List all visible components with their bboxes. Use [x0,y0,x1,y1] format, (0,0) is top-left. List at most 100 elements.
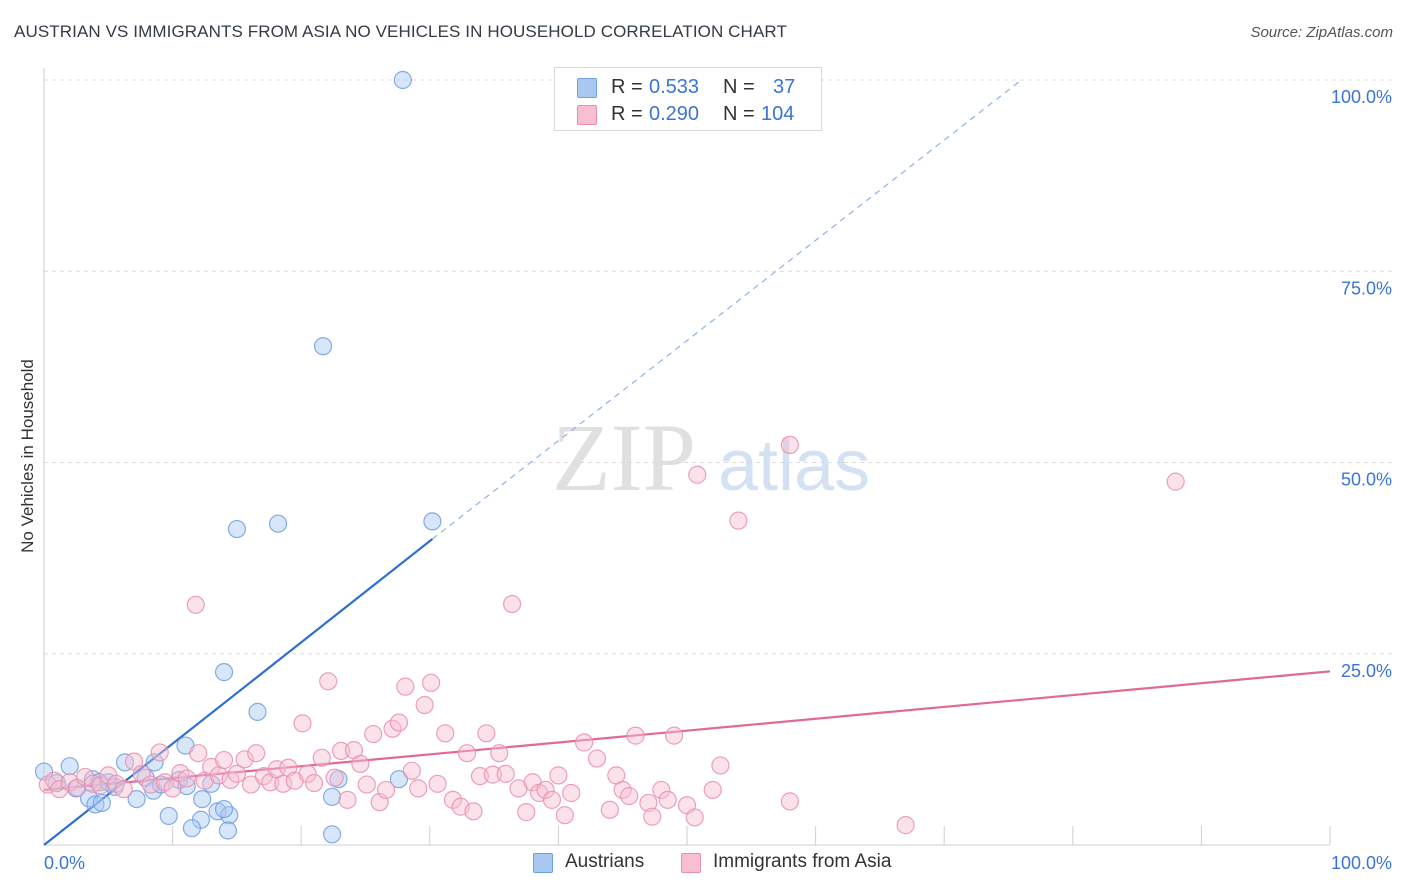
point-asia [457,744,477,763]
y-tick-label: 75.0% [1341,278,1392,298]
point-austrians [423,512,442,531]
point-asia [490,744,509,763]
point-austrians [322,825,342,844]
bottom-legend-label: Austrians [565,851,645,872]
point-asia [227,764,246,783]
point-asia [652,780,671,800]
point-asia [189,744,208,763]
point-asia [620,786,639,806]
point-asia [293,714,312,733]
legend-swatch-asia [577,105,597,125]
point-asia [711,756,730,775]
point-asia [780,792,799,811]
point-asia [517,803,536,822]
point-asia [114,780,133,799]
data-points [34,70,1185,844]
point-asia [50,780,69,799]
point-asia [428,774,447,793]
point-asia [312,748,331,767]
point-asia [247,744,266,763]
point-asia [542,790,562,809]
point-austrians [393,70,412,90]
point-asia [496,764,515,783]
point-asia [555,806,574,825]
point-asia [274,774,293,793]
point-asia [1166,472,1185,491]
point-asia [703,780,722,800]
point-asia [141,775,160,794]
point-asia [685,808,704,827]
point-asia [91,776,110,795]
y-tick-label: 25.0% [1341,661,1392,681]
legend-r-label: R = [611,76,643,98]
point-asia [896,816,915,835]
trend-line-austrians-extension [432,79,1022,540]
point-austrians [214,799,234,819]
x-tick-label: 100.0% [1331,853,1392,873]
point-asia [477,724,496,743]
point-austrians [227,519,246,539]
point-asia [241,775,261,794]
point-asia [688,465,707,484]
legend: R = 0.533 N = 37 R = 0.290 N = 104 [554,67,822,131]
point-asia [298,764,317,783]
watermark-zip: ZIP [552,404,696,511]
point-asia [639,793,658,813]
source-label: Source: ZipAtlas.com [1250,24,1393,41]
point-asia [177,769,196,788]
point-asia [409,779,428,798]
point-austrians [248,702,267,721]
legend-r-label: R = [611,103,643,125]
point-asia [235,750,254,769]
point-asia [304,773,324,793]
point-asia [643,807,662,826]
point-asia [415,695,434,715]
point-asia [338,790,357,809]
point-austrians [145,753,164,772]
point-asia [76,767,95,787]
point-asia [665,726,684,745]
point-austrians [86,795,105,814]
point-asia [443,790,463,809]
point-asia [83,774,102,793]
y-tick-label: 50.0% [1341,470,1392,490]
point-asia [483,765,502,784]
point-asia [214,750,234,770]
point-asia [396,677,415,696]
axes [43,68,1331,846]
point-asia [436,724,455,743]
point-asia [389,713,409,732]
point-austrians [182,819,201,838]
point-asia [319,672,338,691]
point-asia [421,673,441,692]
legend-n-value: 104 [761,103,795,125]
point-austrians [60,757,79,776]
point-asia [376,780,396,800]
point-austrians [389,770,409,789]
point-asia [587,749,607,768]
point-asia [658,790,677,809]
legend-n-value: 37 [773,76,796,98]
bottom-legend-swatch-asia [681,853,701,873]
bottom-legend-label: Immigrants from Asia [713,851,892,872]
legend-swatch-austrians [577,78,597,98]
bottom-legend: Austrians Immigrants from Asia [0,851,1406,877]
point-asia [780,435,799,455]
point-asia [402,761,421,780]
legend-r-value: 0.290 [649,103,700,125]
point-asia [503,594,522,614]
point-austrians [313,337,333,356]
legend-n-label: N = [723,103,755,125]
point-austrians [214,663,234,682]
grid [44,79,1392,655]
point-asia [729,511,748,530]
y-tick-label: 100.0% [1331,87,1392,107]
legend-r-value: 0.533 [649,76,700,98]
point-austrians [218,821,237,840]
point-austrians [127,789,146,809]
point-asia [331,741,351,761]
point-asia [150,743,169,762]
point-asia [575,733,594,752]
point-austrians [92,793,111,813]
point-austrians [322,787,342,806]
